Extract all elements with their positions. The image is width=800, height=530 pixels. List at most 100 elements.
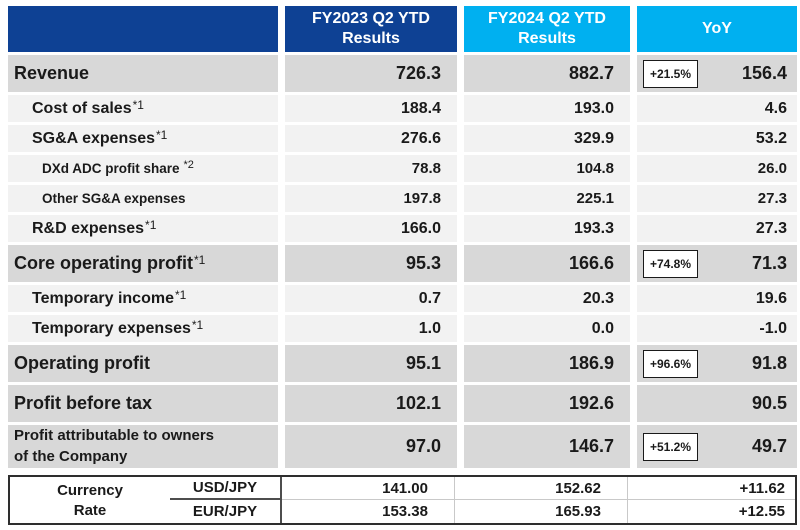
yoy-percent-badge: +51.2%: [643, 432, 698, 461]
usd-jpy-yoy: +11.62: [627, 477, 795, 500]
yoy-cell: +74.8% 71.3: [637, 245, 797, 282]
fy2023-value: 97.0: [285, 425, 457, 468]
row-label-line1: Profit attributable to owners: [14, 427, 215, 445]
row-label: DXd ADC profit share: [42, 161, 180, 176]
yoy-cell: 53.2: [637, 125, 797, 152]
footnote-marker: *1: [194, 252, 206, 267]
yoy-cell: +96.6% 91.8: [637, 345, 797, 382]
fy2024-value: 192.6: [464, 385, 630, 422]
yoy-value: 27.3: [755, 219, 787, 237]
yoy-cell: 90.5: [637, 385, 797, 422]
usd-jpy-fy2024: 152.62: [454, 477, 627, 500]
fy2024-value: 193.0: [464, 95, 630, 122]
row-label: R&D expenses: [32, 219, 145, 237]
row-label: Profit before tax: [14, 393, 153, 413]
row-label: Temporary income: [32, 289, 174, 307]
eur-jpy-fy2023: 153.38: [382, 503, 428, 520]
row-label-cell: Revenue: [8, 55, 278, 92]
fy2023-value: 197.8: [285, 185, 457, 212]
header-fy2024: FY2024 Q2 YTD Results: [464, 6, 630, 52]
yoy-cell: +21.5% 156.4: [637, 55, 797, 92]
header-fy2024-text: FY2024 Q2 YTD Results: [488, 9, 606, 50]
yoy-value: 4.6: [764, 99, 787, 117]
header-yoy: YoY: [637, 6, 797, 52]
table-header-row: FY2023 Q2 YTD Results FY2024 Q2 YTD Result…: [8, 6, 797, 52]
eur-jpy-yoy: +12.55: [627, 500, 795, 523]
yoy-value: 19.6: [755, 289, 787, 307]
yoy-value: 53.2: [755, 129, 787, 147]
row-label-cell: R&D expenses *1: [8, 215, 278, 242]
fy2023-value: 1.0: [285, 315, 457, 342]
yoy-value: 49.7: [751, 436, 787, 456]
footnote-marker: *1: [191, 317, 204, 332]
header-fy2023: FY2023 Q2 YTD Results: [285, 6, 457, 52]
yoy-cell: 19.6: [637, 285, 797, 312]
yoy-cell: 27.3: [637, 215, 797, 242]
row-label-cell: Operating profit: [8, 345, 278, 382]
row-label: Revenue: [14, 63, 90, 83]
yoy-cell: -1.0: [637, 315, 797, 342]
fy2023-value: 0.7: [285, 285, 457, 312]
fy2023-value: 188.4: [285, 95, 457, 122]
row-revenue: Revenue 726.3 882.7 +21.5% 156.4: [8, 55, 797, 92]
header-fy2024-line2: Results: [518, 30, 576, 47]
yoy-cell: 26.0: [637, 155, 797, 182]
row-label-cell: Profit before tax: [8, 385, 278, 422]
yoy-value: 156.4: [741, 63, 787, 83]
yoy-cell: 4.6: [637, 95, 797, 122]
fy2024-value: 225.1: [464, 185, 630, 212]
fy2023-value: 95.1: [285, 345, 457, 382]
footnote-marker: *1: [156, 127, 168, 142]
footnote-marker: *1: [174, 287, 187, 302]
row-label: Cost of sales: [32, 99, 132, 117]
yoy-value: 90.5: [751, 393, 787, 413]
yoy-value: 71.3: [751, 253, 787, 273]
row-label-cell: Profit attributable to owners of the Comp…: [8, 425, 278, 468]
fy2024-value: 104.8: [464, 155, 630, 182]
currency-rate-label: Currency Rate: [10, 477, 170, 523]
row-label: Profit attributable to owners of the Comp…: [14, 426, 214, 467]
yoy-value: 27.3: [757, 190, 787, 207]
yoy-percent-badge: +21.5%: [643, 59, 698, 88]
yoy-value: 26.0: [757, 160, 787, 177]
fy2023-value: 166.0: [285, 215, 457, 242]
row-label-cell: Temporary income *1: [8, 285, 278, 312]
row-sga-expenses: SG&A expenses *1 276.6 329.9 53.2: [8, 125, 797, 152]
row-rd-expenses: R&D expenses *1 166.0 193.3 27.3: [8, 215, 797, 242]
yoy-percent-badge: +96.6%: [643, 349, 698, 378]
row-label-cell: Cost of sales *1: [8, 95, 278, 122]
fy2023-value: 78.8: [285, 155, 457, 182]
fy2024-value: 329.9: [464, 125, 630, 152]
row-label-line2: of the Company: [14, 447, 128, 465]
row-cost-of-sales: Cost of sales *1 188.4 193.0 4.6: [8, 95, 797, 122]
row-label: Core operating profit: [14, 253, 193, 273]
usd-jpy-label: USD/JPY: [170, 477, 282, 500]
fy2024-value: 146.7: [464, 425, 630, 468]
yoy-value: -1.0: [759, 319, 787, 337]
row-profit-attributable: Profit attributable to owners of the Comp…: [8, 425, 797, 468]
row-label: SG&A expenses: [32, 129, 156, 147]
footnote-marker: *1: [145, 217, 157, 232]
fy2024-value: 0.0: [464, 315, 630, 342]
fy2023-value: 276.6: [285, 125, 457, 152]
row-label-cell: Core operating profit *1: [8, 245, 278, 282]
row-profit-before-tax: Profit before tax 102.1 192.6 90.5: [8, 385, 797, 422]
row-label-cell: SG&A expenses *1: [8, 125, 278, 152]
row-other-sga-expenses: Other SG&A expenses 197.8 225.1 27.3: [8, 185, 797, 212]
row-label: Other SG&A expenses: [42, 191, 186, 206]
footnote-marker: *2: [183, 158, 194, 171]
fy2024-value: 166.6: [464, 245, 630, 282]
currency-rate-panel: Currency Rate USD/JPY 141.00 152.62 +11.…: [8, 475, 797, 525]
header-fy2023-line1: FY2023 Q2 YTD: [312, 9, 430, 27]
fy2024-value: 20.3: [464, 285, 630, 312]
row-core-operating-profit: Core operating profit *1 95.3 166.6 +74.8…: [8, 245, 797, 282]
currency-label-line1: Currency: [57, 481, 123, 499]
currency-label-line2: Rate: [73, 501, 107, 519]
row-temporary-expenses: Temporary expenses *1 1.0 0.0 -1.0: [8, 315, 797, 342]
header-fy2024-line1: FY2024 Q2 YTD: [488, 9, 606, 27]
row-label-cell: Other SG&A expenses: [8, 185, 278, 212]
row-operating-profit: Operating profit 95.1 186.9 +96.6% 91.8: [8, 345, 797, 382]
row-label: Temporary expenses: [32, 319, 191, 337]
fy2024-value: 186.9: [464, 345, 630, 382]
header-fy2023-text: FY2023 Q2 YTD Results: [312, 9, 430, 50]
